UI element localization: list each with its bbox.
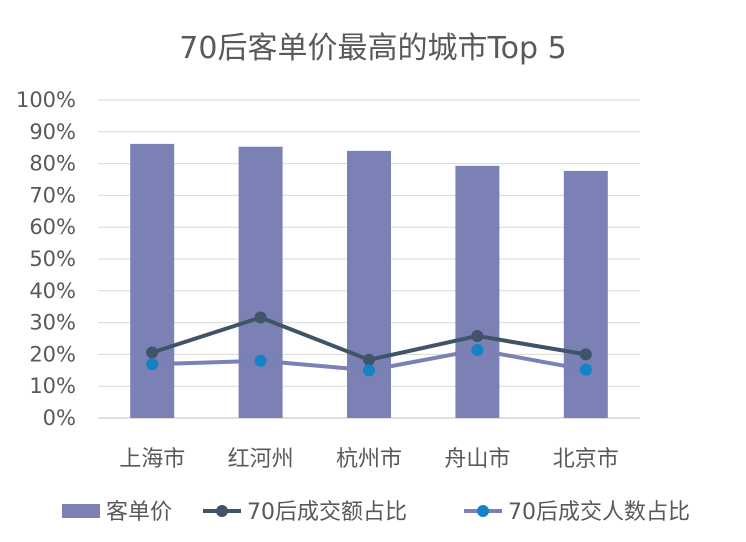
y-tick-label: 30% (29, 311, 76, 335)
x-tick-label: 舟山市 (444, 447, 510, 472)
legend-label: 70后成交人数占比 (508, 500, 690, 525)
x-tick-label: 北京市 (553, 447, 619, 472)
data-point (579, 348, 592, 361)
y-axis-ticks: 0% 10% 20% 30% 40% 50% 60% 70% 80% 90% 100% (16, 88, 76, 430)
bar (347, 150, 391, 418)
bar-series (130, 143, 608, 418)
x-axis-ticks: 上海市 红河州 杭州市 舟山市 北京市 (119, 447, 619, 472)
y-tick-label: 20% (29, 342, 76, 366)
data-point (363, 353, 375, 366)
bar (238, 146, 283, 418)
y-tick-label: 90% (29, 120, 76, 144)
y-tick-label: 0% (43, 406, 76, 430)
x-tick-label: 上海市 (119, 447, 185, 472)
y-tick-label: 70% (29, 183, 76, 207)
bar (563, 170, 608, 418)
y-tick-label: 60% (29, 215, 76, 239)
chart-title: 70后客单价最高的城市Top 5 (179, 31, 566, 66)
x-tick-label: 杭州市 (336, 447, 402, 472)
data-point (146, 358, 159, 371)
y-tick-label: 80% (29, 152, 76, 176)
bar (455, 165, 500, 418)
data-point (363, 364, 375, 377)
legend-label: 70后成交额占比 (247, 500, 407, 525)
data-point (579, 363, 592, 376)
legend-label: 客单价 (106, 500, 172, 525)
x-tick-label: 红河州 (228, 447, 294, 472)
legend-marker (216, 505, 228, 517)
legend-swatch (62, 504, 100, 518)
y-tick-label: 100% (16, 88, 76, 112)
y-tick-label: 50% (29, 247, 76, 271)
legend: 客单价 70后成交额占比 70后成交人数占比 (62, 500, 690, 525)
legend-marker (477, 505, 489, 517)
data-point (146, 346, 159, 359)
y-tick-label: 10% (29, 374, 76, 398)
bar (130, 143, 175, 418)
line-series (146, 311, 592, 377)
y-tick-label: 40% (29, 279, 76, 303)
data-point (471, 329, 484, 342)
data-point (471, 343, 484, 356)
data-point (254, 354, 267, 367)
data-point (254, 311, 267, 324)
